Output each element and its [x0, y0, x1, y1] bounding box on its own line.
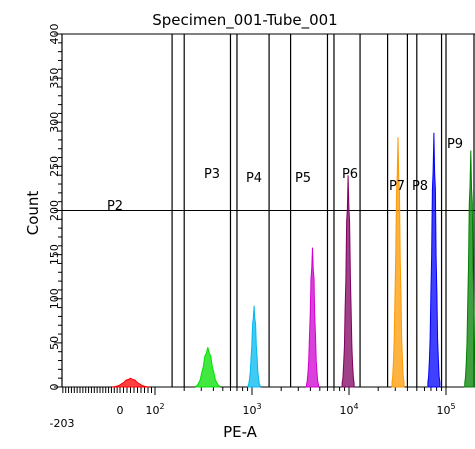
- y-tick-label: 200: [48, 200, 61, 221]
- histogram-peak-1: [112, 377, 149, 388]
- x-tick-label: 104: [339, 402, 358, 417]
- histogram-peak-3: [247, 305, 261, 388]
- y-tick-label: 400: [48, 24, 61, 45]
- y-tick-label: 100: [48, 288, 61, 309]
- x-tick-label: 105: [436, 402, 455, 417]
- x-tick-label: 102: [145, 402, 164, 417]
- histogram-peak-7: [427, 132, 441, 388]
- gate-label-P3: P3: [204, 167, 220, 182]
- x-axis-title: PE-A: [223, 423, 258, 441]
- y-tick-label: 250: [48, 156, 61, 177]
- gate-label-P4: P4: [246, 171, 262, 186]
- gate-label-P7: P7: [389, 179, 405, 194]
- y-tick-label: 350: [48, 68, 61, 89]
- gate-label-P9: P9: [447, 137, 463, 152]
- gate-label-P8: P8: [412, 179, 428, 194]
- plot-layer: 0 50 100 150 200 250 300 350 400 -203 0 102 103 104 10…: [48, 24, 475, 430]
- chart-title: Specimen_001-Tube_001: [152, 11, 337, 30]
- x-tick-label: 0: [117, 404, 124, 417]
- y-tick-label: 150: [48, 244, 61, 265]
- x-tick-label: 103: [242, 402, 261, 417]
- x-tick-label: -203: [50, 417, 75, 430]
- histogram-peak-6: [391, 137, 405, 388]
- histogram-peak-8: [464, 150, 475, 388]
- gate-label-P5: P5: [295, 171, 311, 186]
- histogram-peak-2: [195, 347, 221, 388]
- gate-label-P6: P6: [342, 167, 358, 182]
- y-axis-title: Count: [24, 191, 42, 236]
- gate-label-P2: P2: [107, 199, 123, 214]
- histogram-peak-5: [341, 175, 355, 388]
- y-tick-label: 0: [48, 384, 61, 391]
- y-tick-label: 50: [48, 336, 61, 350]
- histogram-peak-4: [305, 247, 320, 388]
- y-tick-label: 300: [48, 112, 61, 133]
